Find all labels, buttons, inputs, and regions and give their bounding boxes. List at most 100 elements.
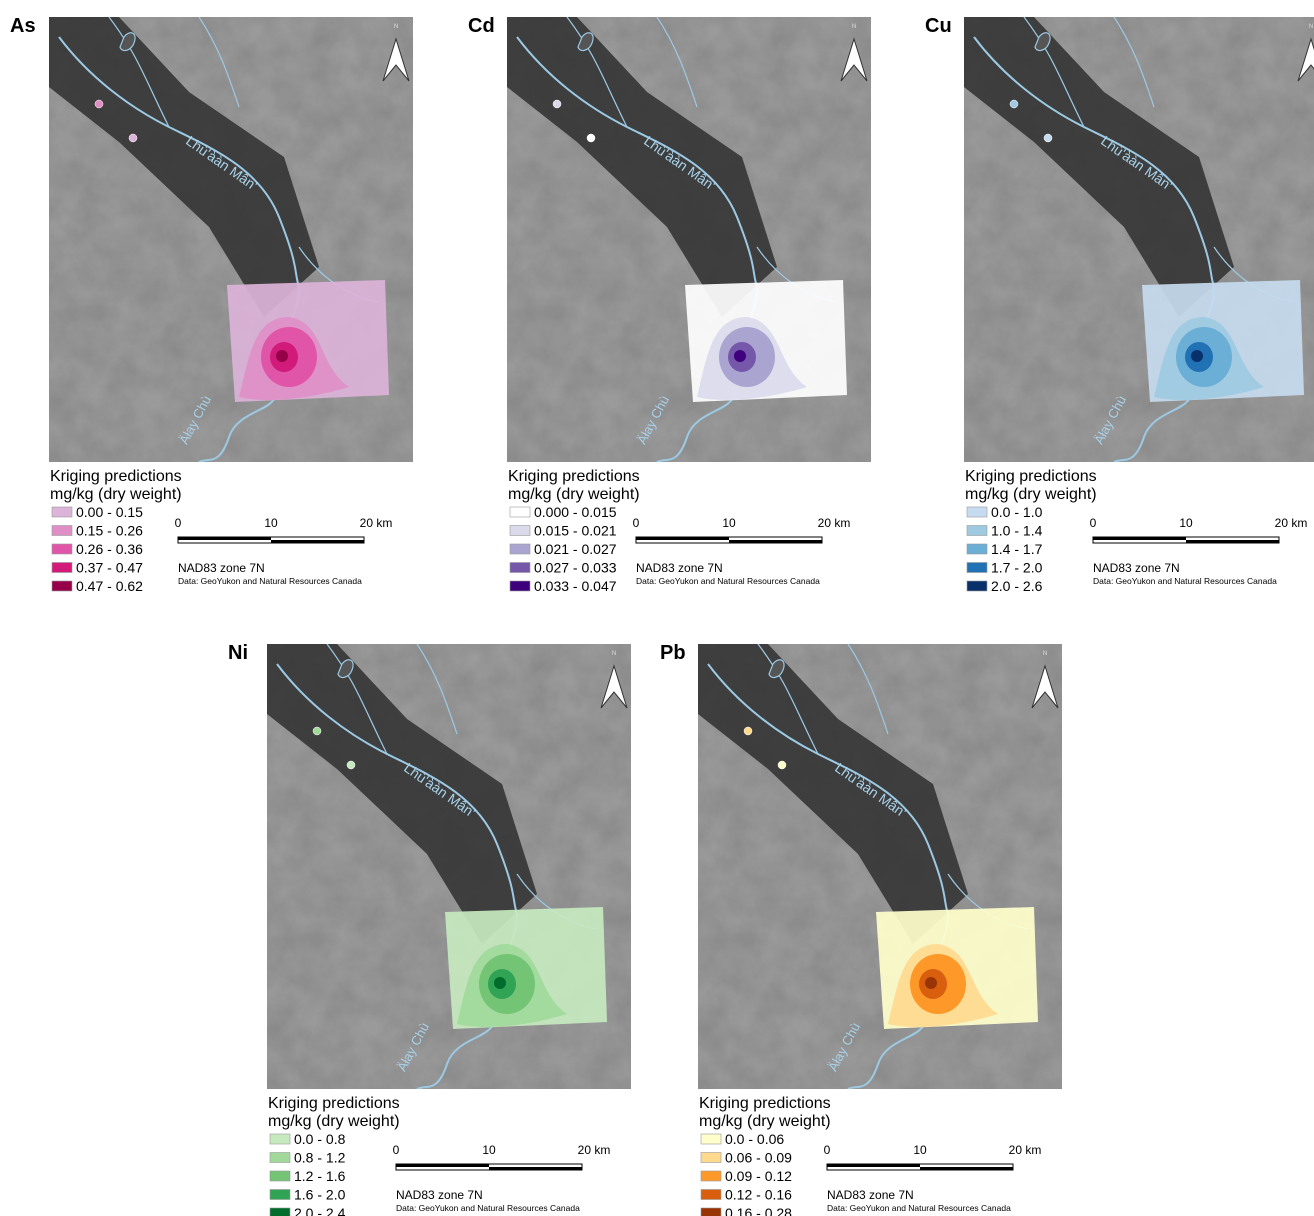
- legend-swatch: [967, 544, 987, 554]
- legend-unit: mg/kg (dry weight): [50, 486, 182, 503]
- projection: NAD83 zone 7N: [178, 561, 265, 575]
- legend-label: 0.09 - 0.12: [725, 1168, 792, 1184]
- legend-swatch: [701, 1153, 721, 1163]
- north-label: N: [1043, 651, 1047, 657]
- projection: NAD83 zone 7N: [1093, 561, 1180, 575]
- scale-label: 10: [264, 516, 278, 530]
- legend-title: Kriging predictions: [965, 468, 1097, 485]
- legend: Kriging predictionsmg/kg (dry weight)0.0…: [50, 468, 392, 594]
- sample-site: [587, 134, 595, 142]
- scale-label: 10: [1179, 516, 1193, 530]
- legend-label: 0.0 - 0.8: [294, 1131, 346, 1147]
- legend-label: 2.0 - 2.4: [294, 1205, 346, 1216]
- legend-swatch: [270, 1153, 290, 1163]
- scale-label: 20 km: [360, 516, 393, 530]
- scale-bar-fill: [396, 1164, 489, 1167]
- legend-label: 2.0 - 2.6: [991, 578, 1043, 594]
- legend-label: 0.033 - 0.047: [534, 578, 617, 594]
- kriging-class: [276, 350, 288, 362]
- legend-label: 1.7 - 2.0: [991, 560, 1043, 576]
- sample-site: [95, 100, 103, 108]
- scale-label: 20 km: [818, 516, 851, 530]
- source: Data: GeoYukon and Natural Resources Can…: [827, 1203, 1011, 1213]
- legend-swatch: [510, 581, 530, 591]
- panel-label: Ni: [228, 642, 248, 664]
- scale-bar-fill: [489, 1167, 582, 1170]
- kriging-surface: [227, 280, 389, 402]
- projection: NAD83 zone 7N: [827, 1188, 914, 1202]
- source: Data: GeoYukon and Natural Resources Can…: [636, 576, 820, 586]
- legend-label: 0.37 - 0.47: [76, 560, 143, 576]
- scale-bar-fill: [827, 1164, 920, 1167]
- legend-swatch: [701, 1134, 721, 1144]
- map-content: Lhù'ààn Mân'Äłay ChùN: [964, 17, 1314, 462]
- legend-title: Kriging predictions: [508, 468, 640, 485]
- legend-swatch: [967, 581, 987, 591]
- legend-swatch: [510, 563, 530, 573]
- legend-label: 0.06 - 0.09: [725, 1150, 792, 1166]
- scale-label: 0: [175, 516, 182, 530]
- panel-label: Cd: [468, 15, 495, 37]
- scale-bar-fill: [920, 1167, 1013, 1170]
- source: Data: GeoYukon and Natural Resources Can…: [178, 576, 362, 586]
- legend-title: Kriging predictions: [699, 1095, 831, 1112]
- legend-swatch: [510, 544, 530, 554]
- north-label: N: [852, 24, 856, 30]
- figure: AsLhù'ààn Mân'Äłay ChùNKriging predictio…: [0, 0, 1314, 1216]
- legend-label: 0.47 - 0.62: [76, 578, 143, 594]
- legend-swatch: [510, 526, 530, 536]
- legend-label: 1.0 - 1.4: [991, 523, 1043, 539]
- legend-label: 0.15 - 0.26: [76, 523, 143, 539]
- scale-bar-fill: [271, 540, 364, 543]
- legend-label: 0.021 - 0.027: [534, 541, 617, 557]
- projection: NAD83 zone 7N: [396, 1188, 483, 1202]
- north-label: N: [394, 24, 398, 30]
- legend-swatch: [967, 526, 987, 536]
- legend-label: 0.12 - 0.16: [725, 1187, 792, 1203]
- scale-label: 10: [482, 1143, 496, 1157]
- sample-site: [313, 727, 321, 735]
- kriging-surface: [1142, 280, 1304, 402]
- legend-label: 1.4 - 1.7: [991, 541, 1043, 557]
- scale-label: 0: [1090, 516, 1097, 530]
- map: Lhù'ààn Mân'Äłay ChùN: [698, 644, 1062, 1089]
- legend-title: Kriging predictions: [268, 1095, 400, 1112]
- scale-label: 0: [633, 516, 640, 530]
- panel-label: As: [10, 15, 36, 37]
- sample-site: [129, 134, 137, 142]
- legend-swatch: [967, 507, 987, 517]
- map: Lhù'ààn Mân'Äłay ChùN: [49, 17, 413, 462]
- kriging-class: [1191, 350, 1203, 362]
- legend-swatch: [701, 1208, 721, 1216]
- legend-swatch: [701, 1190, 721, 1200]
- scale-label: 10: [722, 516, 736, 530]
- legend-label: 1.6 - 2.0: [294, 1187, 346, 1203]
- legend-label: 0.8 - 1.2: [294, 1150, 346, 1166]
- scale-bar-fill: [729, 540, 822, 543]
- source: Data: GeoYukon and Natural Resources Can…: [396, 1203, 580, 1213]
- legend-swatch: [52, 581, 72, 591]
- legend-swatch: [52, 544, 72, 554]
- panel-label: Cu: [925, 15, 952, 37]
- legend-swatch: [270, 1208, 290, 1216]
- kriging-surface: [876, 907, 1038, 1029]
- panel-label: Pb: [660, 642, 686, 664]
- legend-label: 0.027 - 0.033: [534, 560, 617, 576]
- sample-site: [1044, 134, 1052, 142]
- scale-bar-fill: [1093, 537, 1186, 540]
- scale-label: 10: [913, 1143, 927, 1157]
- projection: NAD83 zone 7N: [636, 561, 723, 575]
- legend-swatch: [52, 526, 72, 536]
- kriging-class: [925, 977, 937, 989]
- panel: PbLhù'ààn Mân'Äłay ChùNKriging predictio…: [660, 642, 1062, 1216]
- scale-label: 20 km: [578, 1143, 611, 1157]
- legend-swatch: [52, 563, 72, 573]
- legend-swatch: [510, 507, 530, 517]
